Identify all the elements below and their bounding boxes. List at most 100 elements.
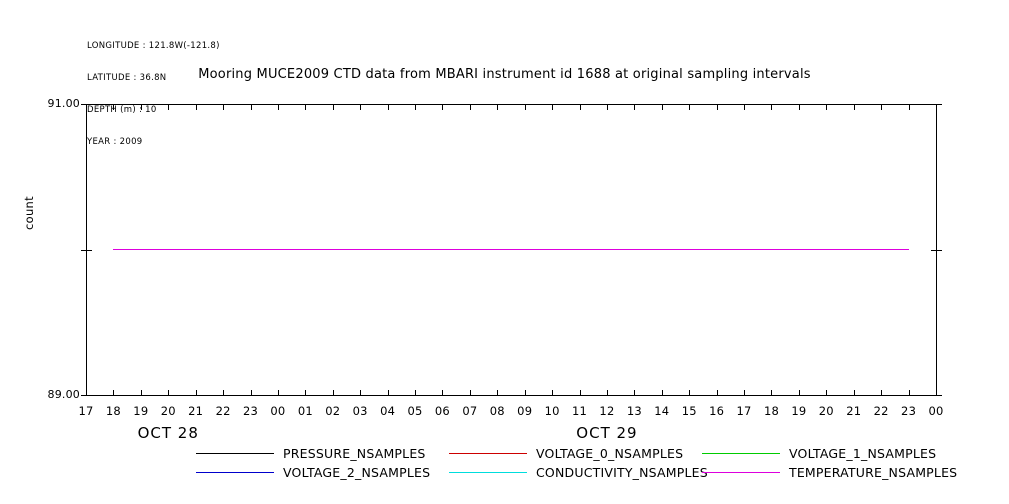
x-tick-label: 07 <box>462 404 478 418</box>
x-tick-label: 23 <box>242 404 259 418</box>
x-tick-top <box>771 104 773 110</box>
x-tick <box>332 390 334 396</box>
x-tick <box>579 390 581 396</box>
x-tick-label: 15 <box>681 404 697 418</box>
x-tick-top <box>936 104 937 110</box>
x-tick <box>469 390 471 396</box>
legend-row: PRESSURE_NSAMPLES VOLTAGE_0_NSAMPLES VOLTA… <box>196 444 956 463</box>
x-tick <box>195 390 197 396</box>
x-tick-label: 16 <box>709 404 725 418</box>
x-tick-top <box>881 104 883 110</box>
x-tick-top <box>853 104 855 110</box>
x-tick-label: 00 <box>928 404 944 418</box>
metadata-latitude: LATITUDE : 36.8N <box>87 72 167 83</box>
legend-label: VOLTAGE_0_NSAMPLES <box>536 446 684 461</box>
legend-color-swatch <box>449 452 527 455</box>
x-tick-label: 01 <box>297 404 313 418</box>
x-tick <box>442 390 444 396</box>
x-tick-label: 21 <box>188 404 204 418</box>
x-tick-label: 12 <box>599 404 615 418</box>
x-tick <box>387 390 389 396</box>
x-tick-top <box>250 104 252 110</box>
x-tick <box>853 390 855 396</box>
x-tick-label: 19 <box>133 404 149 418</box>
x-tick <box>113 390 115 396</box>
metadata-depth: DEPTH (m) : 10 <box>87 104 157 115</box>
x-tick-label: 11 <box>572 404 588 418</box>
x-tick-top <box>798 104 800 110</box>
x-tick-top <box>277 104 279 110</box>
y-axis-tick-labels: 91.00 89.00 <box>20 97 80 401</box>
x-tick-label: 14 <box>654 404 670 418</box>
x-tick-label: 18 <box>105 404 121 418</box>
legend-item-temperature-nsamples[interactable]: TEMPERATURE_NSAMPLES <box>702 465 957 480</box>
x-tick-label: 06 <box>434 404 450 418</box>
x-tick-label: 20 <box>818 404 834 418</box>
legend-item-conductivity-nsamples[interactable]: CONDUCTIVITY_NSAMPLES <box>449 465 708 480</box>
x-tick <box>524 390 526 396</box>
x-tick-top <box>908 104 910 110</box>
x-tick-label: 09 <box>517 404 533 418</box>
legend-color-swatch <box>196 471 274 474</box>
legend-item-voltage-1-nsamples[interactable]: VOLTAGE_1_NSAMPLES <box>702 446 955 461</box>
x-tick-top <box>826 104 828 110</box>
x-tick-top <box>552 104 554 110</box>
y-tick-label: 91.00 <box>47 97 80 110</box>
x-tick <box>936 390 937 396</box>
x-tick-top <box>168 104 170 110</box>
x-tick-label: 04 <box>380 404 396 418</box>
x-tick-top <box>415 104 417 110</box>
x-tick-top <box>661 104 663 110</box>
x-tick <box>826 390 828 396</box>
x-tick <box>908 390 910 396</box>
x-tick <box>497 390 499 396</box>
x-tick-top <box>332 104 334 110</box>
x-tick-label: 18 <box>763 404 779 418</box>
x-tick <box>223 390 225 396</box>
legend-item-voltage-2-nsamples[interactable]: VOLTAGE_2_NSAMPLES <box>196 465 449 480</box>
x-day-label: OCT 28 <box>137 424 199 442</box>
x-tick-top <box>716 104 718 110</box>
y-tick-right <box>931 249 942 251</box>
x-tick-top <box>442 104 444 110</box>
legend-label: VOLTAGE_1_NSAMPLES <box>789 446 937 461</box>
x-tick <box>360 390 362 396</box>
axis-top-spine <box>86 104 937 105</box>
x-tick-label: 20 <box>160 404 176 418</box>
y-tick-left <box>81 249 92 251</box>
y-tick-label: 89.00 <box>47 388 80 401</box>
x-tick <box>744 390 746 396</box>
x-tick-label: 13 <box>626 404 642 418</box>
x-tick-label: 03 <box>352 404 368 418</box>
x-tick <box>140 390 142 396</box>
x-tick-top <box>524 104 526 110</box>
legend-item-pressure-nsamples[interactable]: PRESSURE_NSAMPLES <box>196 446 449 461</box>
legend-label: PRESSURE_NSAMPLES <box>283 446 426 461</box>
metadata-year: YEAR : 2009 <box>87 136 143 147</box>
legend-color-swatch <box>702 471 780 474</box>
x-tick-top <box>387 104 389 110</box>
legend-item-voltage-0-nsamples[interactable]: VOLTAGE_0_NSAMPLES <box>449 446 702 461</box>
x-tick <box>798 390 800 396</box>
x-tick-label: 08 <box>489 404 505 418</box>
x-tick-label: 23 <box>901 404 917 418</box>
x-tick-top <box>469 104 471 110</box>
x-tick-label: 00 <box>270 404 286 418</box>
x-tick <box>168 390 170 396</box>
x-tick-top <box>606 104 608 110</box>
x-tick-top <box>305 104 307 110</box>
x-tick <box>689 390 691 396</box>
x-axis-tick-labels: 17 18 19 20 21 22 23 00 01 02 03 04 05 06 07 08 09 10 11 12… <box>78 404 943 420</box>
x-tick-label: 05 <box>407 404 423 418</box>
x-tick <box>305 390 307 396</box>
x-tick <box>771 390 773 396</box>
x-tick-top <box>223 104 225 110</box>
x-tick <box>415 390 417 396</box>
x-tick-label: 21 <box>846 404 862 418</box>
series-line-temperature-nsamples <box>113 248 909 251</box>
x-tick-top <box>113 104 115 110</box>
x-tick-top <box>360 104 362 110</box>
legend-label: VOLTAGE_2_NSAMPLES <box>283 465 431 480</box>
x-tick-label: 17 <box>736 404 752 418</box>
